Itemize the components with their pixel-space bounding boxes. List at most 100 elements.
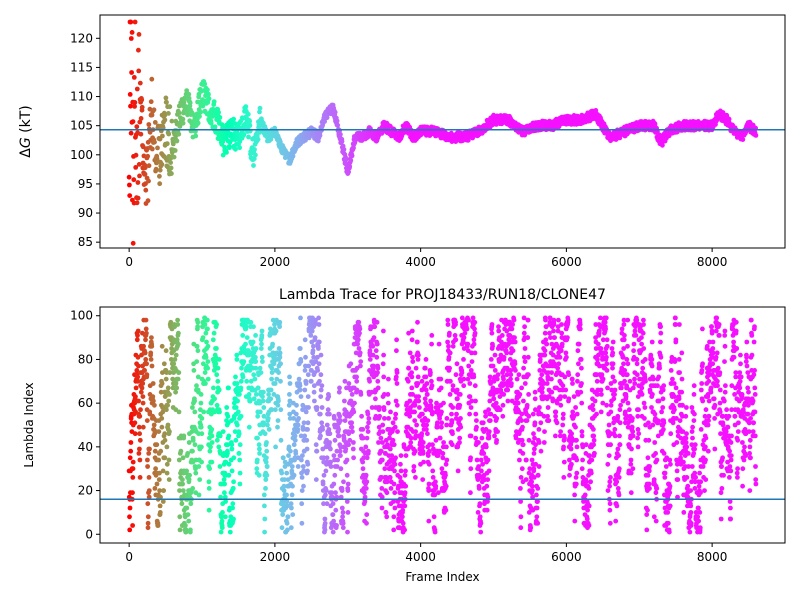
lambda-point [429,378,434,384]
lambda-point [381,407,387,413]
lambda-point [436,341,442,347]
lambda-point [426,461,432,467]
lambda-point [297,346,303,351]
lambda-point [364,512,370,517]
lambda-point [472,350,478,356]
lambda-point [438,385,444,391]
lambda-point [492,433,497,439]
lambda-point [351,409,357,415]
lambda-point [146,451,152,456]
lambda-point [375,385,381,391]
delta-g-point [131,177,137,183]
lambda-point [297,383,303,389]
lambda-point [443,472,448,478]
lambda-point [331,453,337,458]
lambda-point [512,335,517,340]
lambda-point [441,440,446,445]
delta-g-point [303,137,308,143]
lambda-point [319,405,325,410]
lambda-point [255,385,261,391]
delta-g-point [184,88,190,93]
lambda-point [530,488,535,493]
lambda-point [374,341,380,347]
lambda-point [336,427,341,432]
lambda-point [328,464,334,469]
lambda-point [513,368,518,373]
lambda-point [500,413,506,419]
lambda-point [148,357,154,362]
lambda-point [214,322,220,327]
lambda-point [138,407,143,413]
lambda-point [377,413,382,419]
lambda-point [450,343,456,349]
lambda-point [415,319,420,325]
lambda-point [341,479,346,485]
lambda-point [462,330,468,336]
delta-g-point [174,138,180,144]
lambda-point [237,392,242,397]
lambda-point [240,333,246,338]
lambda-point [150,381,156,386]
lambda-point [384,490,390,496]
lambda-point [518,525,524,531]
lambda-point [253,346,259,351]
lambda-point [518,514,524,520]
lambda-point [167,392,172,397]
lambda-point [561,459,567,465]
delta-g-point [200,97,205,102]
lambda-point [403,483,409,489]
lambda-point [454,361,460,367]
lambda-point [177,514,183,520]
lambda-point [259,354,265,360]
lambda-point [305,420,311,426]
lambda-point [340,525,346,531]
delta-g-point [198,109,204,115]
lambda-point [316,339,322,345]
lambda-point [299,457,304,463]
lambda-point [558,348,564,354]
lambda-point [478,457,484,463]
lambda-point [193,470,199,476]
lambda-point [439,424,444,430]
delta-g-point [133,165,139,170]
lambda-point [322,516,328,522]
lambda-point [565,317,571,323]
lambda-point [409,328,415,334]
lambda-point [349,424,355,430]
delta-g-point [171,154,177,160]
lambda-point [192,442,198,448]
lambda-point [176,330,181,336]
lambda-point [354,378,360,384]
lambda-point [471,341,477,347]
delta-g-point [152,139,157,145]
delta-g-point [166,131,172,137]
delta-g-point [162,113,168,118]
lambda-point [135,374,141,380]
lambda-point [136,363,141,369]
lambda-point [402,472,408,478]
delta-g-point [290,153,296,159]
lambda-point [264,440,269,445]
lambda-point [334,523,339,528]
lambda-point [304,446,310,452]
lambda-point [435,420,440,426]
lambda-point [302,337,308,343]
lambda-point [500,402,506,408]
lambda-point [556,361,562,367]
lambda-point [542,352,548,358]
lambda-point [468,490,473,496]
lambda-point [532,389,538,395]
lambda-point [407,350,413,356]
delta-g-point [346,169,351,175]
delta-g-point [253,152,258,158]
lambda-point [340,520,346,526]
lambda-point [266,427,272,432]
lambda-point [476,440,481,445]
delta-g-point [660,142,665,148]
lambda-point [377,405,382,410]
delta-g-point [136,162,142,167]
lambda-point [455,396,460,402]
delta-g-point [136,32,142,37]
lambda-point [433,483,439,489]
